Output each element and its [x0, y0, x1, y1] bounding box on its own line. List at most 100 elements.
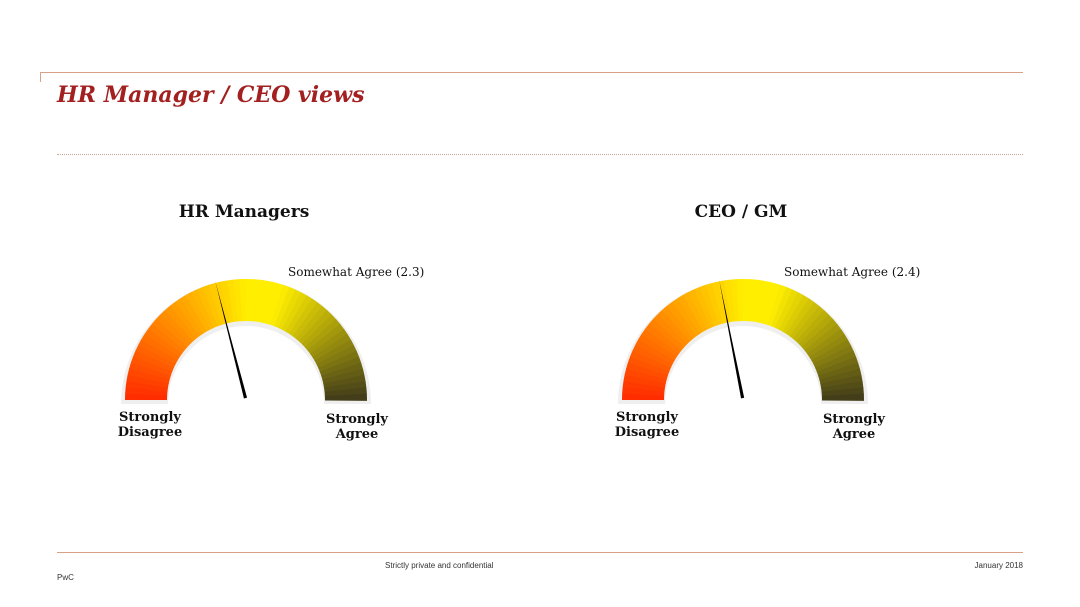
gauge-value-label: Somewhat Agree (2.3): [288, 265, 425, 279]
gauge-arc-segment: [666, 301, 698, 339]
gauge-arc-segment: [821, 393, 864, 401]
footer-brand: PwC: [57, 573, 74, 582]
gauge-arc-segment: [648, 318, 685, 351]
gauge-min-label-line1: Strongly: [616, 410, 678, 425]
gauge-arc-segment: [736, 279, 744, 322]
gauge-arc-segment: [258, 280, 272, 323]
gauge-min-label: Strongly Disagree: [597, 410, 697, 440]
gauge-arc-segment: [638, 333, 678, 361]
gauge-arc-segment: [782, 295, 810, 335]
gauge-max-label-line2: Agree: [832, 427, 876, 442]
gauge-arc-segment: [312, 334, 352, 361]
gauge-arc-segment: [632, 344, 673, 368]
gauge-arc-segment: [301, 314, 337, 348]
gauge-arc-segment: [622, 380, 666, 392]
gauge-arc-segment: [316, 345, 357, 369]
gauge-arc-segment: [133, 350, 175, 372]
gauge-arc-segment: [677, 294, 704, 334]
title-top-rule: [40, 72, 1023, 73]
gauge-chart: [618, 279, 868, 404]
gauge-arc-segment: [246, 279, 254, 322]
gauge-arc-segment: [705, 282, 724, 325]
gauge-arc-segment: [180, 294, 207, 334]
gauge-arc-segment: [126, 374, 169, 388]
gauge-arc-segment: [130, 355, 173, 376]
gauge-arc-segment: [816, 356, 859, 377]
gauge-arc-segment: [789, 302, 820, 339]
gauge-max-label-line1: Strongly: [823, 412, 885, 427]
gauge-panel-ceo-gm: CEO / GM Somewhat Agree (2.4) Strongly D…: [561, 190, 921, 460]
gauge-arc-segment: [309, 328, 348, 358]
gauge-arc-segment: [314, 339, 355, 365]
gauge-arc-segment: [227, 279, 239, 322]
gauge-arc-segment: [813, 345, 854, 369]
gauge-arc-segment: [809, 334, 849, 361]
gauge-arc-segment: [278, 289, 302, 330]
gauge-arc-segment: [270, 284, 291, 327]
gauge-needle: [719, 279, 745, 399]
gauge-arc-segment: [174, 298, 204, 337]
gauge-arc-segment: [792, 305, 825, 342]
gauge-arc-segment: [657, 309, 691, 345]
gauge-arc-segment: [820, 374, 863, 389]
gauge-arc-segment: [281, 292, 308, 332]
gauge-arc-segment: [778, 292, 805, 332]
gauge-max-label: Strongly Agree: [804, 412, 904, 442]
gauge-arc-segment: [801, 319, 838, 351]
gauge-arc-segment: [266, 283, 285, 326]
gauge-arc-segment: [214, 281, 231, 324]
gauge-arc-segment: [298, 310, 333, 345]
gauge-arc-segment: [125, 380, 169, 392]
gauge-panel-hr-managers: HR Managers Somewhat Agree (2.3) Strongl…: [64, 190, 424, 460]
gauge-arc-segment: [717, 280, 732, 323]
gauge-arc-segment: [622, 392, 665, 400]
gauge-arc-segment: [751, 279, 763, 323]
gauge-arc-segment: [292, 302, 323, 339]
gauge-arc-segment: [724, 279, 736, 322]
gauge-title: CEO / GM: [694, 202, 788, 222]
gauge-arc-segment: [250, 279, 260, 322]
gauge-title: HR Managers: [178, 202, 310, 222]
gauge-max-label: Strongly Agree: [307, 412, 407, 442]
gauge-arc-segment: [185, 291, 211, 332]
gauge-arc-segment: [208, 282, 227, 325]
gauge-arc-segment: [815, 350, 857, 373]
gauge-arc-segment: [295, 305, 328, 342]
gauge-needle: [215, 280, 248, 399]
gauge-arc-segment: [688, 289, 712, 330]
gauge-arc-segment: [144, 328, 183, 357]
gauge-arc-segment: [262, 281, 279, 324]
gauge-arc-segment: [819, 368, 862, 385]
gauge-arc-segment: [641, 328, 680, 357]
gauge-arc-segment: [811, 339, 852, 365]
gauge-arc-segment: [771, 287, 793, 329]
gauge-max-label-line2: Agree: [335, 427, 379, 442]
gauge-arc-segment: [662, 305, 694, 342]
gauge-arc-segment: [798, 314, 834, 348]
title-rule-tick: [40, 72, 41, 82]
gauge-arc-segment: [196, 286, 219, 328]
gauge-arc-segment: [759, 281, 776, 324]
gauge-min-label-line2: Disagree: [117, 425, 183, 440]
gauge-arc-segment: [645, 323, 682, 354]
gauge-arc-segment: [319, 356, 362, 377]
gauge-arc-segment: [324, 381, 367, 393]
gauge-arc-segment: [127, 367, 170, 384]
gauge-arc-segment: [156, 313, 191, 348]
gauge-arc-segment: [304, 319, 341, 351]
gauge-arc-segment: [151, 318, 188, 351]
gauge-arc-segment: [693, 286, 716, 328]
gauge-arc-segment: [806, 328, 845, 358]
gauge-arc-segment: [623, 374, 666, 388]
gauge-arc-segment: [821, 387, 864, 397]
footer-date: January 2018: [974, 561, 1023, 570]
gauge-max-label-line1: Strongly: [326, 412, 388, 427]
gauge-min-label-line1: Strongly: [119, 410, 181, 425]
gauge-arc-segment: [324, 387, 367, 397]
gauge-arc-segment: [804, 323, 842, 355]
gauge-arc-segment: [148, 323, 185, 354]
gauge-arc-segment: [682, 291, 708, 332]
gauge-arc-segment: [763, 283, 782, 326]
gauge-arc-segment: [239, 279, 247, 322]
gauge-arc-segment: [233, 279, 243, 322]
